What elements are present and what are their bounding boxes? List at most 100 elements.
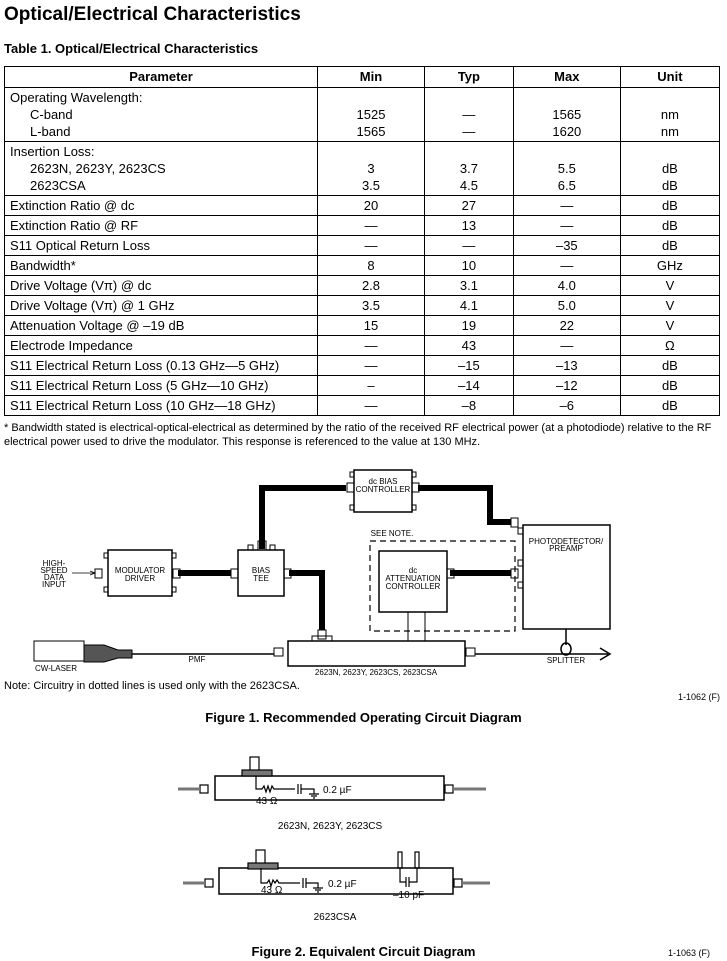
unit-value: dB xyxy=(661,178,678,193)
table-row: Drive Voltage (Vπ) @ 1 GHz 3.5 4.1 5.0 V xyxy=(4,295,721,316)
laser-connector xyxy=(83,644,133,663)
label-preamp: PREAMP xyxy=(549,544,583,553)
figure1-id: 1-1062 (F) xyxy=(678,692,721,702)
parameter-cell: Extinction Ratio @ RF xyxy=(4,215,318,236)
min-value: 1525 xyxy=(356,107,386,122)
max-cell: — xyxy=(512,255,621,276)
min-value: 1565 xyxy=(356,124,386,139)
max-cell: 5.5 6.5 xyxy=(512,141,621,196)
group-label: Operating Wavelength: xyxy=(10,90,143,105)
spacer xyxy=(519,89,615,106)
label-device: 2623N, 2623Y, 2623CS, 2623CSA xyxy=(315,668,438,677)
label-attenuation: ATTENUATION xyxy=(385,574,440,583)
max-cell: –35 xyxy=(512,235,621,256)
typ-value: 4.5 xyxy=(459,178,478,193)
resistor-label-bottom: 43 Ω xyxy=(261,885,283,896)
min-cell: 3.5 xyxy=(317,295,425,316)
max-cell: 4.0 xyxy=(512,275,621,296)
typ-cell: — — xyxy=(423,87,514,142)
min-cell: — xyxy=(317,355,425,376)
label-att-controller: CONTROLLER xyxy=(386,582,441,591)
capacitor-label-top: 0.2 µF xyxy=(323,785,352,796)
figure2-label-bottom: 2623CSA xyxy=(314,912,357,923)
unit-cell: V xyxy=(619,315,721,336)
figure2-id: 1-1063 (F) xyxy=(668,948,711,958)
parameter-cell: Electrode Impedance xyxy=(4,335,318,356)
unit-cell: nm nm xyxy=(619,87,721,142)
unit-cell: dB xyxy=(619,195,721,216)
unit-value: nm xyxy=(660,124,679,139)
figure1-caption: Figure 1. Recommended Operating Circuit … xyxy=(205,710,522,725)
min-cell: 20 xyxy=(317,195,425,216)
figure2-diagram: 43 Ω 0.2 µF 43 Ω 0.2 µF –10 pF 2623N, 26… xyxy=(178,756,490,923)
typ-cell: 43 xyxy=(423,335,514,356)
parameter-cell: S11 Electrical Return Loss (10 GHz—18 GH… xyxy=(4,395,318,416)
min-cell: — xyxy=(317,215,425,236)
figure2-caption: Figure 2. Equivalent Circuit Diagram xyxy=(251,944,476,959)
cw-laser-box xyxy=(33,640,85,662)
typ-cell: 10 xyxy=(423,255,514,276)
table-footnote: * Bandwidth stated is electrical-optical… xyxy=(4,422,712,448)
parameter-cell: Insertion Loss: 2623N, 2623Y, 2623CS 2623C… xyxy=(4,141,318,196)
min-cell: — xyxy=(317,335,425,356)
label-driver: DRIVER xyxy=(125,574,155,583)
unit-cell: dB xyxy=(619,215,721,236)
spacer xyxy=(430,143,508,160)
typ-cell: –15 xyxy=(423,355,514,376)
max-cell: –13 xyxy=(512,355,621,376)
max-cell: 1565 1620 xyxy=(512,87,621,142)
typ-cell: 3.1 xyxy=(423,275,514,296)
label-speed: SPEED xyxy=(40,566,67,575)
max-cell: — xyxy=(512,215,621,236)
group-label: Insertion Loss: xyxy=(10,144,95,159)
table-header: Parameter Min Typ Max Unit xyxy=(4,66,721,88)
resistor-label-top: 43 Ω xyxy=(256,796,278,807)
dashed-region xyxy=(369,540,516,632)
typ-value: 3.7 xyxy=(459,161,478,176)
table-row-group: Insertion Loss: 2623N, 2623Y, 2623CS 2623C… xyxy=(4,141,721,196)
parameter-cell: Extinction Ratio @ dc xyxy=(4,195,318,216)
min-cell: — xyxy=(317,235,425,256)
max-value: 5.5 xyxy=(557,161,576,176)
unit-cell: dB xyxy=(619,235,721,256)
typ-cell: 4.1 xyxy=(423,295,514,316)
figure1-note: Note: Circuitry in dotted lines is used … xyxy=(4,680,300,692)
attenuation-controller-box xyxy=(378,550,448,613)
label-photodetector: PHOTODETECTOR/ xyxy=(529,537,604,546)
label-tee: TEE xyxy=(253,574,269,583)
min-cell: 2.8 xyxy=(317,275,425,296)
max-cell: 5.0 xyxy=(512,295,621,316)
device-box-top xyxy=(214,775,445,801)
min-cell: — xyxy=(317,395,425,416)
sub-parameter: L-band xyxy=(30,124,71,139)
header-parameter: Parameter xyxy=(4,66,318,88)
label-splitter: SPLITTER xyxy=(547,656,585,665)
modulator-driver-box xyxy=(107,549,173,597)
table-row: S11 Electrical Return Loss (10 GHz—18 GH… xyxy=(4,395,721,416)
header-unit: Unit xyxy=(619,66,721,88)
table-row: S11 Electrical Return Loss (5 GHz—10 GHz… xyxy=(4,375,721,396)
table-row: Drive Voltage (Vπ) @ dc 2.8 3.1 4.0 V xyxy=(4,275,721,296)
header-min: Min xyxy=(317,66,425,88)
table-row: S11 Optical Return Loss — — –35 dB xyxy=(4,235,721,256)
parameter-cell: S11 Optical Return Loss xyxy=(4,235,318,256)
table-row: S11 Electrical Return Loss (0.13 GHz—5 G… xyxy=(4,355,721,376)
header-typ: Typ xyxy=(423,66,514,88)
max-cell: 22 xyxy=(512,315,621,336)
capacitor2-label: –10 pF xyxy=(393,890,424,901)
max-value: 1565 xyxy=(552,107,582,122)
typ-value: — xyxy=(462,107,476,122)
unit-cell: V xyxy=(619,275,721,296)
min-cell: 3 3.5 xyxy=(317,141,425,196)
header-max: Max xyxy=(512,66,621,88)
table-row: Bandwidth* 8 10— GHz xyxy=(4,255,721,276)
label-data: DATA xyxy=(44,573,65,582)
unit-cell: dB xyxy=(619,375,721,396)
spacer xyxy=(519,143,615,160)
label-see-note: SEE NOTE. xyxy=(371,529,414,538)
figure2-label-top: 2623N, 2623Y, 2623CS xyxy=(278,821,383,832)
min-cell: 1525 1565 xyxy=(317,87,425,142)
parameter-cell: S11 Electrical Return Loss (0.13 GHz—5 G… xyxy=(4,355,318,376)
typ-cell: –14 xyxy=(423,375,514,396)
